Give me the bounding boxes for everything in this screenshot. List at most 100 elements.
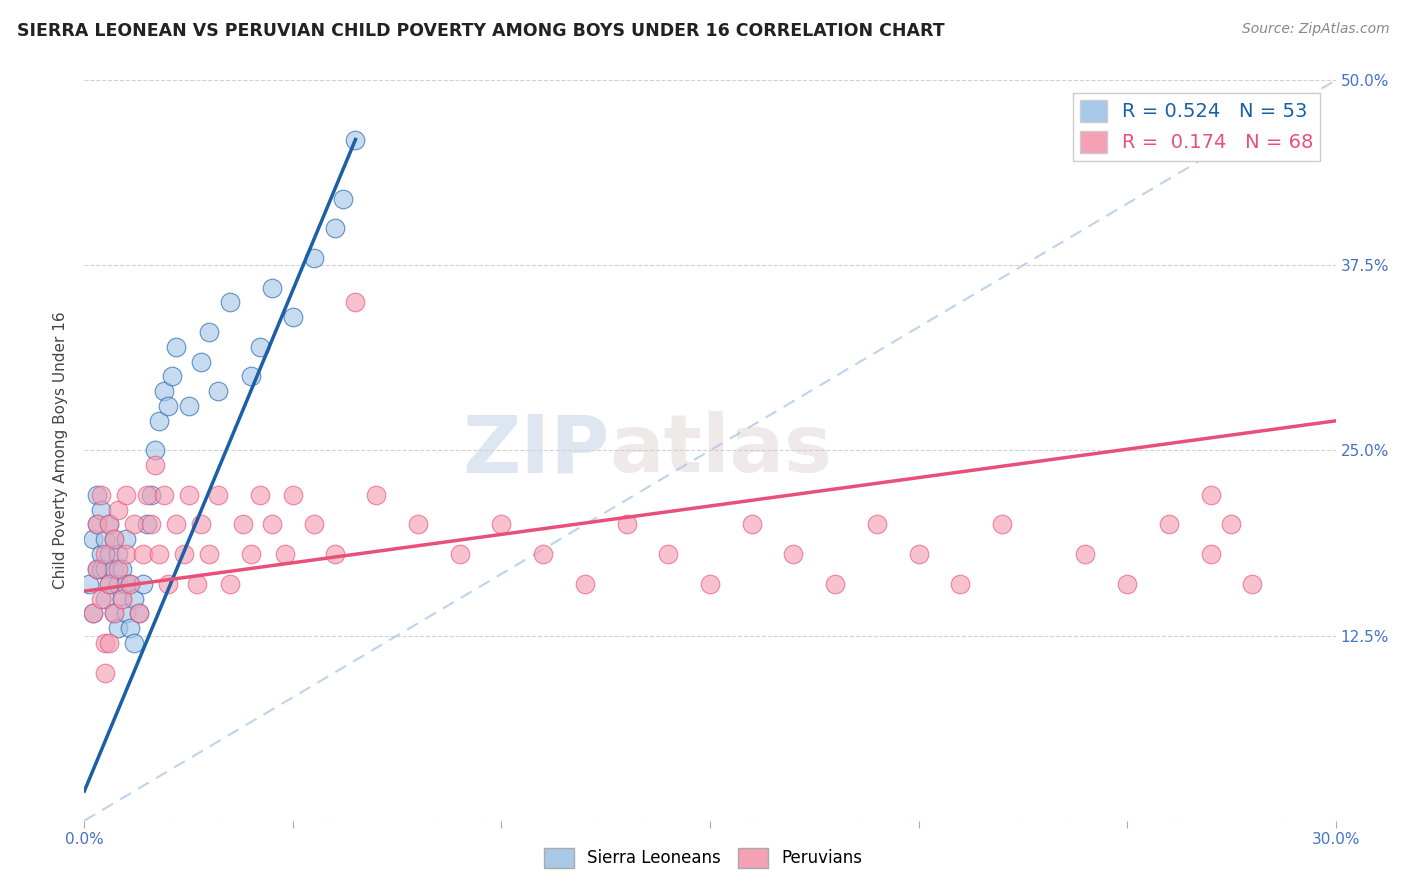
Point xyxy=(98,517,121,532)
Point xyxy=(86,562,108,576)
Text: ZIP: ZIP xyxy=(463,411,610,490)
Point xyxy=(98,576,121,591)
Point xyxy=(406,517,429,532)
Point xyxy=(491,517,513,532)
Point xyxy=(249,340,271,354)
Point xyxy=(124,636,146,650)
Point xyxy=(866,517,889,532)
Point xyxy=(344,132,367,146)
Point xyxy=(177,488,200,502)
Point xyxy=(148,547,170,561)
Point xyxy=(302,251,325,265)
Point xyxy=(657,547,679,561)
Point xyxy=(152,384,174,399)
Point xyxy=(136,517,159,532)
Point xyxy=(90,591,112,606)
Point xyxy=(240,369,263,384)
Point xyxy=(94,547,117,561)
Legend: Sierra Leoneans, Peruvians: Sierra Leoneans, Peruvians xyxy=(537,841,869,875)
Point xyxy=(86,517,108,532)
Point xyxy=(128,607,150,621)
Point xyxy=(186,576,208,591)
Point xyxy=(281,310,304,325)
Point xyxy=(82,533,104,547)
Point xyxy=(107,562,129,576)
Point xyxy=(531,547,554,561)
Point xyxy=(82,607,104,621)
Point xyxy=(1157,517,1180,532)
Point xyxy=(165,517,187,532)
Point xyxy=(98,576,121,591)
Point xyxy=(148,414,170,428)
Point xyxy=(165,340,187,354)
Point xyxy=(366,488,388,502)
Text: SIERRA LEONEAN VS PERUVIAN CHILD POVERTY AMONG BOYS UNDER 16 CORRELATION CHART: SIERRA LEONEAN VS PERUVIAN CHILD POVERTY… xyxy=(17,22,945,40)
Point xyxy=(991,517,1014,532)
Point xyxy=(262,517,284,532)
Point xyxy=(107,621,129,635)
Point xyxy=(699,576,721,591)
Point xyxy=(1241,576,1264,591)
Point xyxy=(198,325,221,339)
Point xyxy=(302,517,325,532)
Point xyxy=(249,488,271,502)
Y-axis label: Child Poverty Among Boys Under 16: Child Poverty Among Boys Under 16 xyxy=(53,311,69,590)
Point xyxy=(232,517,254,532)
Point xyxy=(1074,547,1097,561)
Point xyxy=(94,591,117,606)
Point xyxy=(190,354,212,368)
Point xyxy=(1116,576,1139,591)
Point xyxy=(207,384,229,399)
Point xyxy=(574,576,596,591)
Point xyxy=(86,562,108,576)
Point xyxy=(173,547,195,561)
Point xyxy=(94,636,117,650)
Point xyxy=(219,295,242,310)
Point xyxy=(98,517,121,532)
Point xyxy=(82,607,104,621)
Point xyxy=(124,517,146,532)
Point xyxy=(98,636,121,650)
Point xyxy=(90,502,112,516)
Point xyxy=(94,562,117,576)
Point xyxy=(111,591,134,606)
Point xyxy=(240,547,263,561)
Point xyxy=(94,533,117,547)
Point xyxy=(616,517,638,532)
Point xyxy=(90,547,112,561)
Point xyxy=(132,576,155,591)
Point xyxy=(136,488,159,502)
Point xyxy=(323,221,346,235)
Point xyxy=(120,576,142,591)
Point xyxy=(152,488,174,502)
Point xyxy=(907,547,929,561)
Point xyxy=(77,576,100,591)
Point xyxy=(1199,547,1222,561)
Point xyxy=(139,517,162,532)
Point xyxy=(219,576,242,591)
Point xyxy=(107,502,129,516)
Point xyxy=(449,547,471,561)
Point xyxy=(156,399,179,413)
Point xyxy=(86,517,108,532)
Point xyxy=(949,576,972,591)
Point xyxy=(103,562,125,576)
Point xyxy=(177,399,200,413)
Point xyxy=(98,547,121,561)
Point xyxy=(323,547,346,561)
Point xyxy=(124,591,146,606)
Point xyxy=(103,533,125,547)
Point xyxy=(115,488,138,502)
Point xyxy=(111,562,134,576)
Point xyxy=(94,665,117,680)
Point xyxy=(115,533,138,547)
Point xyxy=(273,547,295,561)
Point xyxy=(262,280,284,294)
Point xyxy=(115,576,138,591)
Point xyxy=(115,607,138,621)
Text: atlas: atlas xyxy=(610,411,832,490)
Point xyxy=(190,517,212,532)
Point xyxy=(132,547,155,561)
Point xyxy=(139,488,162,502)
Point xyxy=(120,576,142,591)
